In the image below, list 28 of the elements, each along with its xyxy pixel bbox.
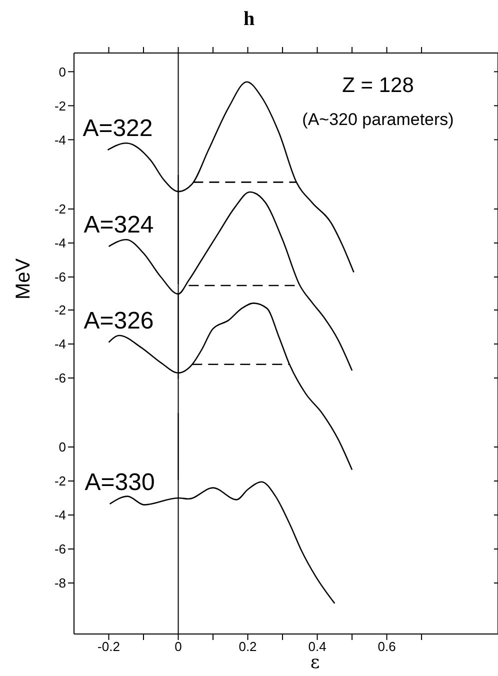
series-label: A=330 xyxy=(84,468,155,496)
x-axis-title: ε xyxy=(309,652,321,673)
y-tick-label: -2 xyxy=(54,302,66,318)
annotation: (A~320 parameters) xyxy=(301,110,455,130)
y-tick-label: -2 xyxy=(54,98,66,114)
chart-title: h xyxy=(242,8,256,31)
y-tick-label: -6 xyxy=(54,542,66,557)
y-tick-label: -6 xyxy=(54,370,66,386)
y-tick-label: -4 xyxy=(54,132,66,148)
legend-label: A=324 xyxy=(84,211,154,238)
x-tick-label: 0.6 xyxy=(378,639,396,654)
x-tick-label: -0.2 xyxy=(98,639,120,654)
y-axis-title: MeV xyxy=(12,258,36,300)
x-tick-label: 0.4 xyxy=(308,639,326,654)
y-tick-label: -4 xyxy=(54,508,66,523)
y-tick-label: -8 xyxy=(54,576,66,591)
y-tick-label: -6 xyxy=(54,270,66,285)
y-tick-label: 0 xyxy=(58,440,66,455)
y-tick-label: -4 xyxy=(54,336,66,352)
legend-label: A=326 xyxy=(84,307,154,334)
annotation: Z = 128 xyxy=(341,74,415,98)
y-tick-label: 0 xyxy=(58,64,66,80)
y-tick-label: -2 xyxy=(54,474,66,489)
x-tick-label: 0.2 xyxy=(238,639,257,654)
y-tick-label: -2 xyxy=(54,202,66,217)
legend-label: A=322 xyxy=(82,114,153,142)
x-tick-label: 0 xyxy=(174,639,182,654)
y-tick-label: -4 xyxy=(54,236,66,251)
